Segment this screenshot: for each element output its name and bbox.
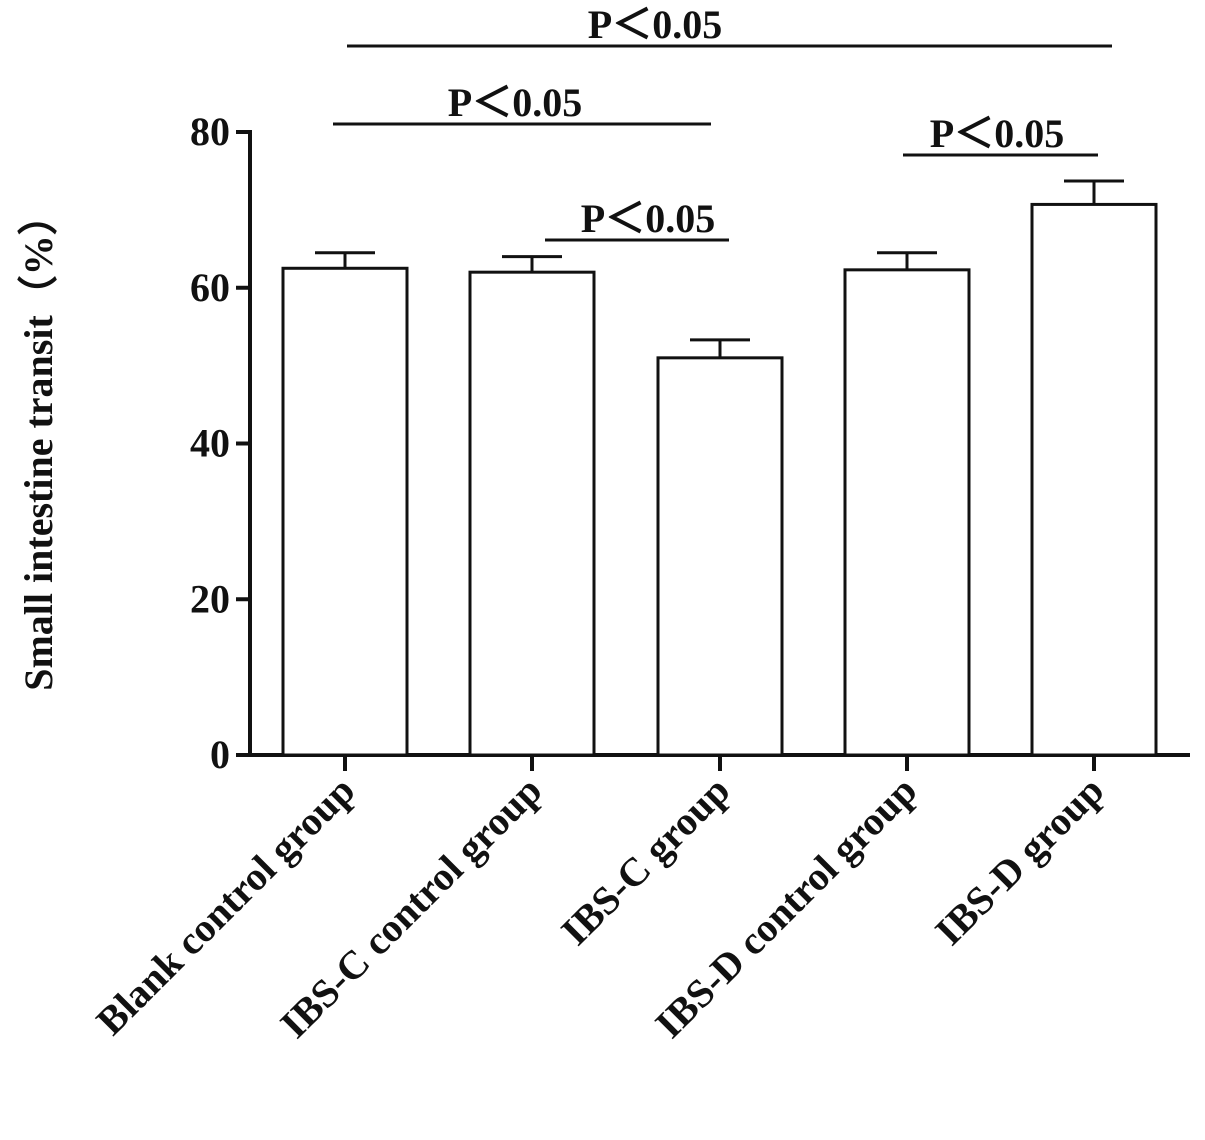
significance-label: P＜0.05 [581, 196, 715, 241]
significance-label: P＜0.05 [930, 111, 1064, 156]
y-axis-label: Small intestine transit（%） [16, 195, 61, 691]
y-tick-label: 0 [210, 732, 230, 777]
y-tick-label: 60 [190, 265, 230, 310]
significance-label: P＜0.05 [448, 80, 582, 125]
y-tick-label: 40 [190, 421, 230, 466]
bar [468, 270, 596, 757]
category-label: IBS-C group [552, 768, 738, 954]
y-tick-label: 80 [190, 109, 230, 154]
bar [1030, 202, 1158, 757]
bar [843, 268, 971, 757]
y-tick-label: 20 [190, 576, 230, 621]
significance-label: P＜0.05 [588, 2, 722, 47]
bar [281, 266, 409, 757]
category-label: IBS-D group [926, 768, 1112, 954]
bar [656, 356, 784, 757]
